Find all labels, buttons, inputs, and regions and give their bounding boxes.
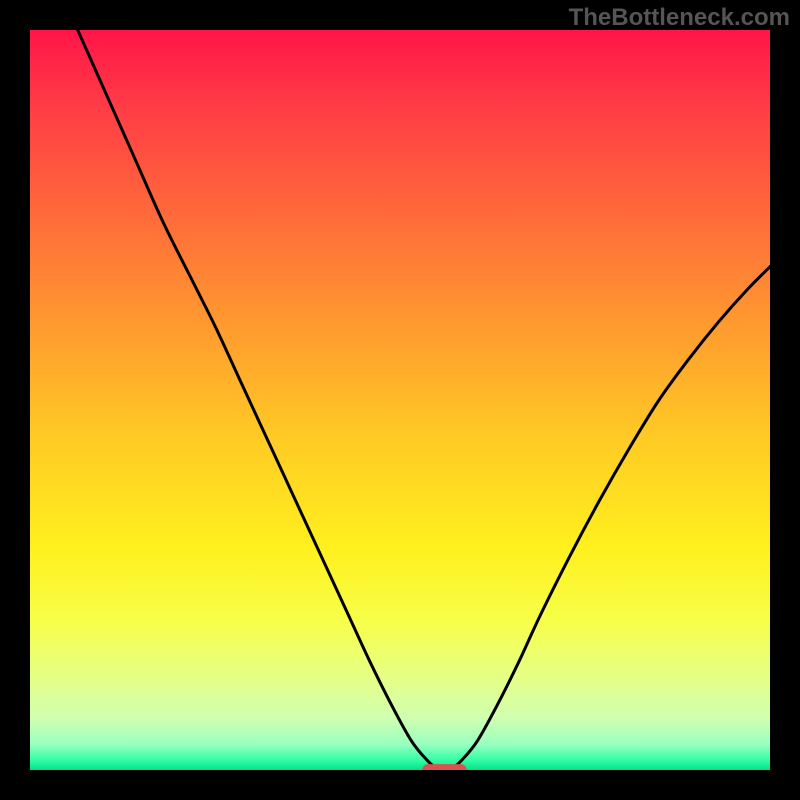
bottleneck-chart: TheBottleneck.com bbox=[0, 0, 800, 800]
watermark-text: TheBottleneck.com bbox=[569, 4, 790, 32]
chart-svg bbox=[0, 0, 800, 800]
